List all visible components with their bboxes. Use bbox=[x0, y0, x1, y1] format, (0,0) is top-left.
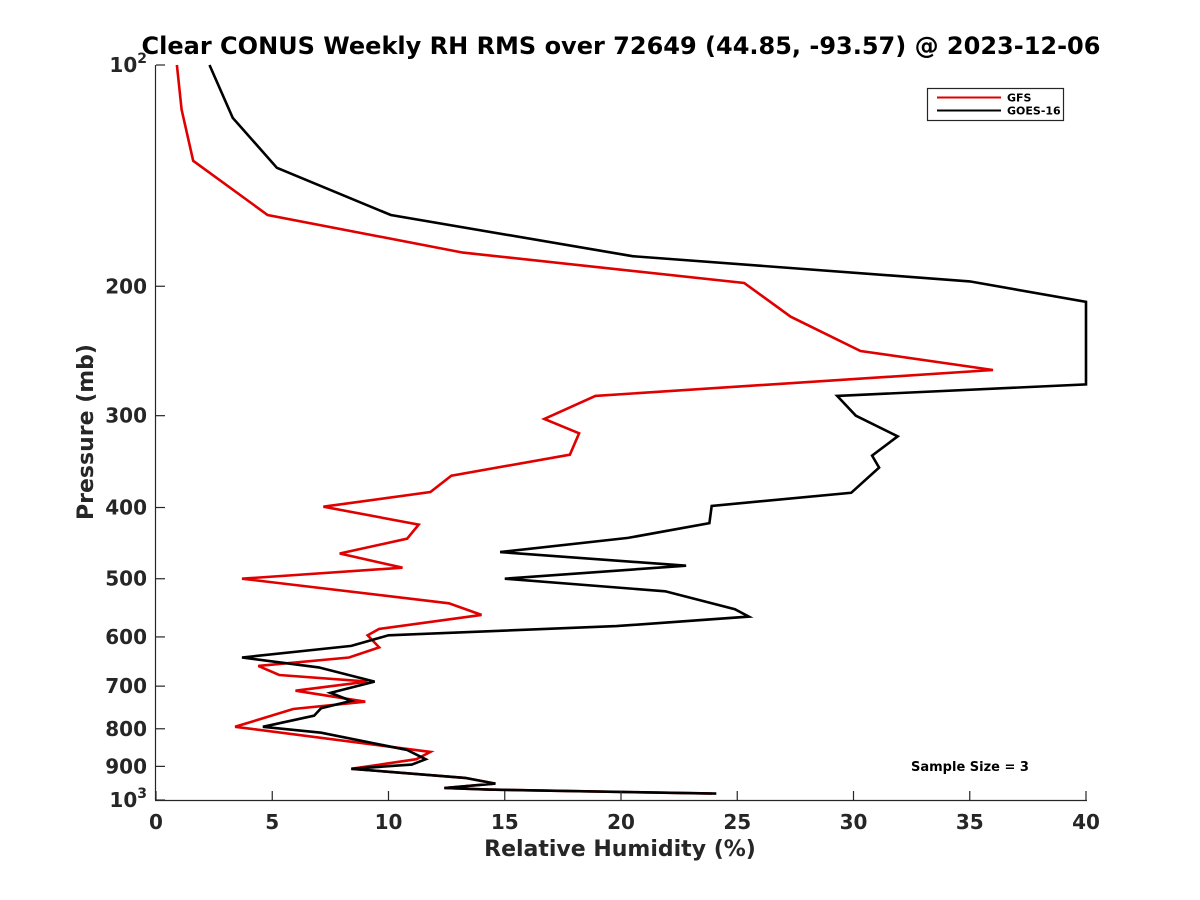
legend-label-gfs: GFS bbox=[1007, 92, 1032, 105]
x-axis-label: Relative Humidity (%) bbox=[484, 837, 756, 862]
y-tick-label: 600 bbox=[105, 625, 147, 649]
series-layer bbox=[175, 64, 1088, 795]
y-tick-label: 300 bbox=[105, 404, 147, 428]
y-axis-label: Pressure (mb) bbox=[74, 344, 99, 520]
chart-title: Clear CONUS Weekly RH RMS over 72649 (44… bbox=[142, 32, 1101, 60]
y-tick-label: 400 bbox=[105, 496, 147, 520]
y-tick-label: 500 bbox=[105, 567, 147, 591]
y-tick-label: 200 bbox=[105, 274, 147, 298]
y-tick-label: 900 bbox=[105, 754, 147, 778]
legend-label-goes16: GOES-16 bbox=[1007, 105, 1061, 118]
y-tick-label: 800 bbox=[105, 717, 147, 741]
x-tick-label: 35 bbox=[956, 810, 984, 834]
y-tick-label: 102 bbox=[109, 51, 147, 77]
x-tick-label: 25 bbox=[723, 810, 751, 834]
sample-size-annotation: Sample Size = 3 bbox=[911, 760, 1029, 775]
y-tick-label: 103 bbox=[109, 786, 147, 812]
axes-layer bbox=[154, 65, 1087, 802]
x-tick-label: 0 bbox=[149, 810, 163, 834]
series-line-gfs bbox=[175, 64, 994, 795]
x-tick-label: 15 bbox=[491, 810, 519, 834]
y-tick-label: 700 bbox=[105, 674, 147, 698]
x-tick-label: 20 bbox=[607, 810, 635, 834]
ticks-layer: 0 5 10 15 20 25 30 35 40 102 200 300 400 500 600 700 800… bbox=[105, 51, 1100, 834]
legend: GFS GOES-16 bbox=[926, 87, 1065, 122]
x-tick-label: 10 bbox=[375, 810, 403, 834]
x-tick-label: 5 bbox=[265, 810, 279, 834]
x-tick-label: 30 bbox=[840, 810, 868, 834]
series-line-goes16 bbox=[208, 64, 1088, 795]
x-tick-label: 40 bbox=[1072, 810, 1100, 834]
legend-box bbox=[926, 87, 1065, 122]
